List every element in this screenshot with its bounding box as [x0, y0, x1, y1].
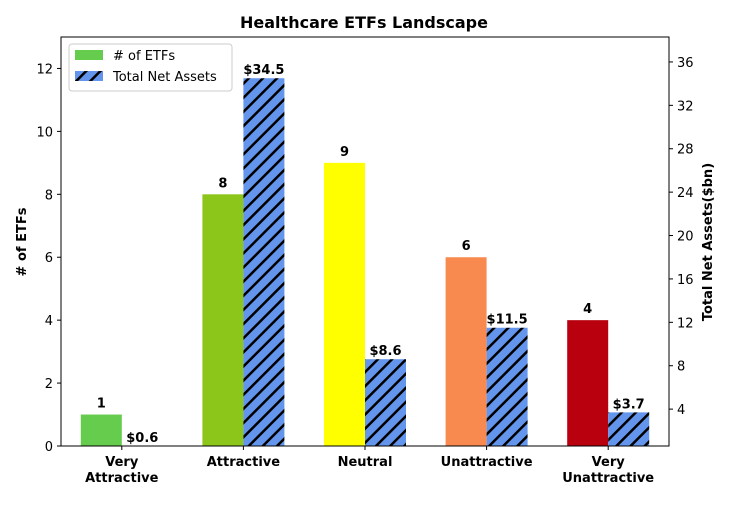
bar-etfs: [202, 194, 244, 446]
bar-assets: [608, 412, 650, 446]
x-tick-label: Attractive: [207, 455, 281, 470]
bars-layer: [80, 78, 650, 446]
x-tick-label: Unattractive: [562, 471, 654, 486]
y-tick-label-left: 12: [36, 62, 53, 77]
y-tick-label-right: 28: [677, 143, 694, 158]
bar-assets: [365, 359, 406, 446]
y-tick-label-right: 16: [677, 273, 694, 288]
y-tick-label-right: 8: [677, 360, 685, 375]
x-tick-label: Neutral: [338, 455, 393, 470]
y-tick-label-left: 4: [45, 314, 53, 329]
bar-assets: [243, 78, 285, 446]
y-tick-label-left: 0: [45, 440, 53, 455]
legend-label-etfs: # of ETFs: [113, 49, 175, 64]
legend-swatch-etfs: [75, 50, 103, 60]
chart-title: Healthcare ETFs Landscape: [240, 13, 488, 32]
data-label-assets: $34.5: [243, 63, 284, 78]
y-tick-label-left: 6: [45, 251, 53, 266]
data-label-etfs: 6: [462, 239, 471, 254]
plot-frame: [60, 36, 670, 447]
data-label-etfs: 4: [583, 302, 592, 317]
data-label-etfs: 1: [97, 397, 106, 412]
data-label-assets: $11.5: [487, 313, 528, 328]
bar-assets: [486, 327, 528, 446]
x-tick-label: Attractive: [85, 471, 159, 486]
data-labels-layer: 1 $0.6 8 $34.5 9 $8.6 6 $11.5 4 $3.7: [97, 63, 645, 446]
y-tick-label-right: 36: [677, 56, 694, 71]
legend: # of ETFs Total Net Assets: [68, 43, 233, 92]
data-label-etfs: 9: [340, 145, 349, 160]
legend-swatch-assets: [75, 71, 103, 81]
data-label-assets: $3.7: [613, 397, 645, 412]
y-axis-right-label: Total Net Assets($bn): [701, 163, 716, 321]
y-tick-label-left: 10: [36, 125, 53, 140]
x-tick-label: Unattractive: [441, 455, 533, 470]
data-label-etfs: 8: [218, 176, 227, 191]
bar-etfs: [80, 414, 122, 446]
legend-box: [68, 43, 233, 92]
x-tick-label: Very: [592, 455, 626, 470]
data-label-assets: $0.6: [126, 431, 158, 446]
bar-etfs: [445, 257, 487, 446]
bar-etfs: [324, 162, 365, 446]
y-axis-left-label: # of ETFs: [15, 207, 30, 276]
legend-label-assets: Total Net Assets: [112, 70, 217, 85]
y-tick-label-right: 24: [677, 186, 694, 201]
y-tick-label-right: 32: [677, 99, 694, 114]
y-tick-label-left: 2: [45, 377, 53, 392]
data-label-assets: $8.6: [369, 344, 401, 359]
x-tick-label: Very: [105, 455, 139, 470]
y-tick-label-right: 12: [677, 316, 694, 331]
bar-etfs: [567, 320, 609, 446]
y-tick-label-right: 20: [677, 230, 694, 245]
y-tick-label-right: 4: [677, 403, 685, 418]
y-tick-label-left: 8: [45, 188, 53, 203]
